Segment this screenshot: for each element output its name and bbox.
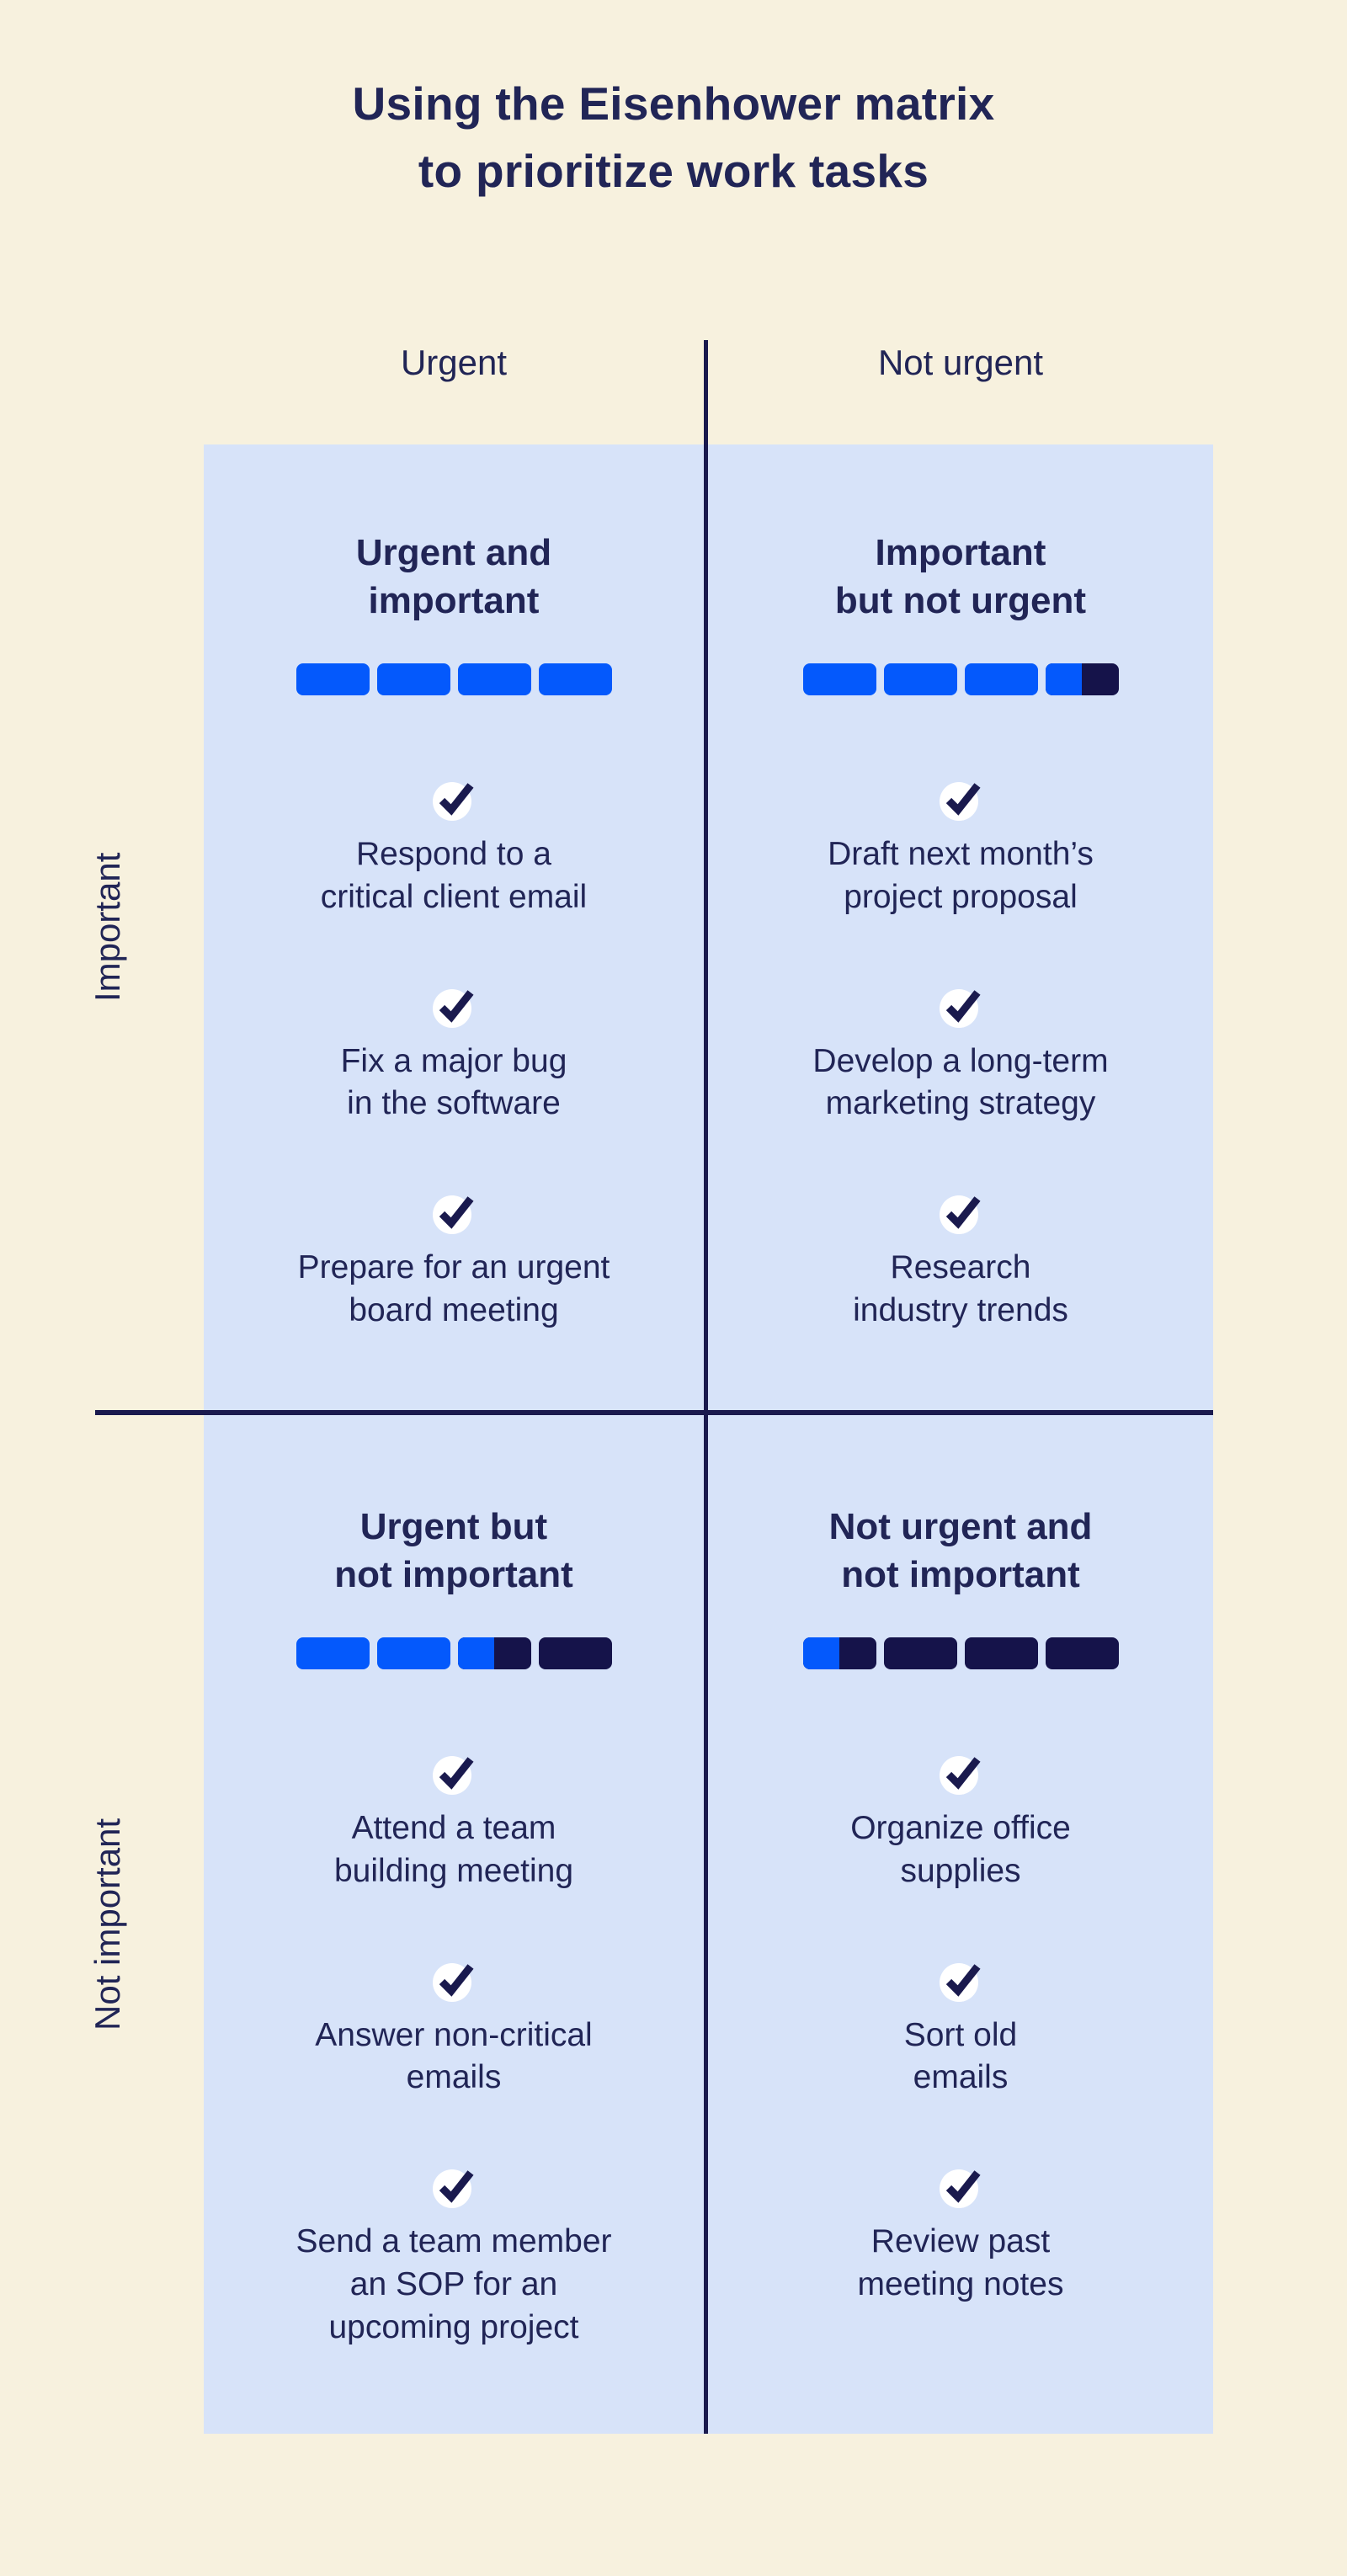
task-item: Fix a major bug in the software <box>341 983 567 1126</box>
task-label: Fix a major bug in the software <box>340 1042 567 1122</box>
row-label-not-important: Not important <box>88 1818 127 2031</box>
score-bar <box>295 1637 370 1670</box>
quadrant-title: Important but not urgent <box>834 532 1087 622</box>
score-bar <box>457 663 531 696</box>
task-item: Sort old emails <box>904 1957 1017 2100</box>
score-bar <box>883 663 957 696</box>
task-label: Draft next month’s project proposal <box>828 836 1094 916</box>
task-label: Answer non-critical emails <box>315 2016 593 2096</box>
check-icon <box>432 1195 474 1235</box>
check-icon <box>433 988 474 1028</box>
task-label: Send a team member an SOP for an upcomin… <box>295 2223 612 2345</box>
task-item: Review past meeting notes <box>858 2164 1064 2306</box>
quadrant-urgent-important: Urgent and important Respond to a critic… <box>204 444 704 1410</box>
vertical-divider <box>704 340 708 2434</box>
score-bar <box>883 1637 957 1670</box>
task-label: Respond to a critical client email <box>320 836 588 916</box>
score-bar <box>538 663 612 696</box>
quadrant-important-not-urgent: Important but not urgent Draft next mont… <box>708 444 1213 1410</box>
task-item: Prepare for an urgent board meeting <box>298 1190 610 1332</box>
column-header-urgent: Urgent <box>400 343 508 382</box>
task-item: Attend a team building meeting <box>334 1750 573 1892</box>
check-icon <box>432 1962 474 2002</box>
quadrant-title: Urgent and important <box>355 532 552 622</box>
task-label: Prepare for an urgent board meeting <box>297 1249 610 1328</box>
check-icon <box>940 1962 981 2002</box>
infographic-title: Using the Eisenhower matrix to prioritiz… <box>352 77 995 197</box>
check-icon <box>432 2169 474 2209</box>
score-bar <box>538 1637 612 1670</box>
task-label: Sort old emails <box>903 2016 1018 2096</box>
priority-score-bars <box>295 663 612 696</box>
row-label-important: Important <box>88 852 127 1003</box>
quadrant-title: Not urgent and not important <box>828 1506 1093 1596</box>
task-item: Answer non-critical emails <box>315 1957 593 2100</box>
check-icon <box>940 2169 981 2209</box>
score-bar <box>1045 1637 1119 1670</box>
check-icon <box>939 988 981 1028</box>
check-icon <box>432 782 474 822</box>
task-label: Attend a team building meeting <box>333 1810 574 1890</box>
matrix-grid <box>204 444 1213 2434</box>
score-bar <box>1045 663 1119 696</box>
check-icon <box>940 1756 981 1796</box>
task-label: Organize office supplies <box>850 1810 1071 1890</box>
priority-score-bars <box>802 663 1119 696</box>
score-bar <box>295 663 370 696</box>
priority-score-bars <box>295 1637 612 1670</box>
score-bar <box>457 1637 531 1670</box>
score-bar <box>964 1637 1038 1670</box>
task-label: Develop a long-term marketing strategy <box>812 1042 1109 1122</box>
task-item: Research industry trends <box>853 1190 1068 1332</box>
task-item: Send a team member an SOP for an upcomin… <box>295 2164 612 2349</box>
priority-score-bars <box>802 1637 1119 1670</box>
check-icon <box>433 1756 474 1796</box>
task-item: Respond to a critical client email <box>321 776 587 918</box>
task-label: Research industry trends <box>853 1249 1068 1328</box>
check-icon <box>939 1195 981 1235</box>
quadrant-title: Urgent but not important <box>334 1506 573 1596</box>
task-item: Draft next month’s project proposal <box>828 776 1094 918</box>
quadrant-urgent-not-important: Urgent but not important Attend a team b… <box>204 1415 704 2434</box>
horizontal-divider <box>95 1410 1213 1415</box>
score-bar <box>802 663 876 696</box>
check-icon <box>939 782 981 822</box>
task-item: Organize office supplies <box>850 1750 1071 1892</box>
score-bar <box>376 1637 450 1670</box>
task-item: Develop a long-term marketing strategy <box>812 983 1109 1126</box>
score-bar <box>964 663 1038 696</box>
task-label: Review past meeting notes <box>857 2223 1064 2302</box>
score-bar <box>376 663 450 696</box>
column-header-not-urgent: Not urgent <box>877 343 1044 382</box>
quadrant-not-urgent-not-important: Not urgent and not important Organize of… <box>708 1415 1213 2434</box>
score-bar <box>802 1637 876 1670</box>
